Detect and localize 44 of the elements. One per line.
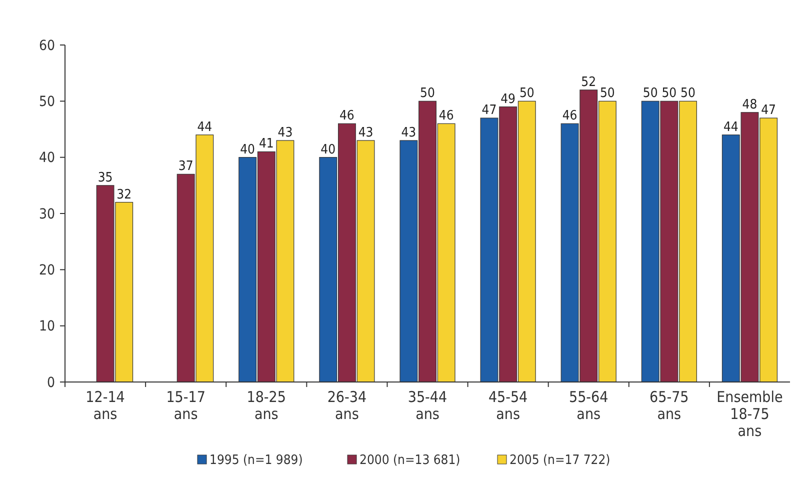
data-label: 44 [197, 120, 212, 135]
data-label: 40 [240, 142, 256, 158]
x-tick-label: Ensemble 18-75 ans [716, 388, 783, 440]
data-label: 50 [600, 86, 615, 102]
y-tick-label: 60 [38, 38, 55, 54]
legend-label: 2000 (n=13 681) [360, 453, 460, 468]
data-label: 47 [761, 103, 776, 118]
data-label: 50 [642, 86, 658, 102]
data-label: 46 [340, 108, 354, 124]
x-tick-label: 45-54 ans [488, 388, 528, 423]
data-label: 43 [278, 125, 293, 140]
y-tick-label: 30 [38, 206, 55, 222]
data-label: 43 [358, 125, 374, 140]
data-label: 41 [258, 136, 274, 152]
data-label: 47 [482, 103, 497, 118]
data-label: 46 [438, 108, 454, 124]
data-label: 52 [581, 74, 596, 90]
y-tick-label: 50 [38, 94, 55, 110]
data-label: 49 [500, 92, 516, 107]
data-label: 43 [401, 125, 416, 140]
data-label: 50 [680, 86, 696, 102]
data-label: 40 [320, 142, 336, 158]
y-tick-label: 10 [38, 318, 55, 335]
x-tick-label: 18-25 ans [246, 388, 286, 423]
legend-label: 1995 (n=1 989) [210, 453, 303, 468]
x-tick-label: 55-64 ans [569, 388, 608, 423]
y-tick-label: 40 [38, 150, 55, 166]
data-label: 37 [178, 159, 194, 174]
x-tick-label: 12-14 ans [86, 388, 125, 423]
x-tick-label: 35-44 ans [408, 388, 448, 423]
data-label: 46 [562, 108, 578, 124]
legend-label: 2005 (n=17 722) [510, 453, 610, 468]
x-tick-label: 26-34 ans [327, 388, 367, 423]
x-tick-label: 15-17 ans [166, 388, 206, 423]
y-tick-label: 0 [46, 374, 55, 391]
x-tick-label: 65-75 ans [650, 388, 689, 423]
data-label: 48 [742, 97, 758, 112]
data-label: 32 [116, 187, 132, 202]
y-tick-label: 20 [38, 262, 55, 279]
data-label: 44 [723, 120, 738, 135]
data-label: 35 [98, 170, 113, 186]
data-label: 50 [519, 86, 534, 102]
data-label: 50 [662, 86, 677, 102]
data-label: 50 [420, 86, 435, 102]
